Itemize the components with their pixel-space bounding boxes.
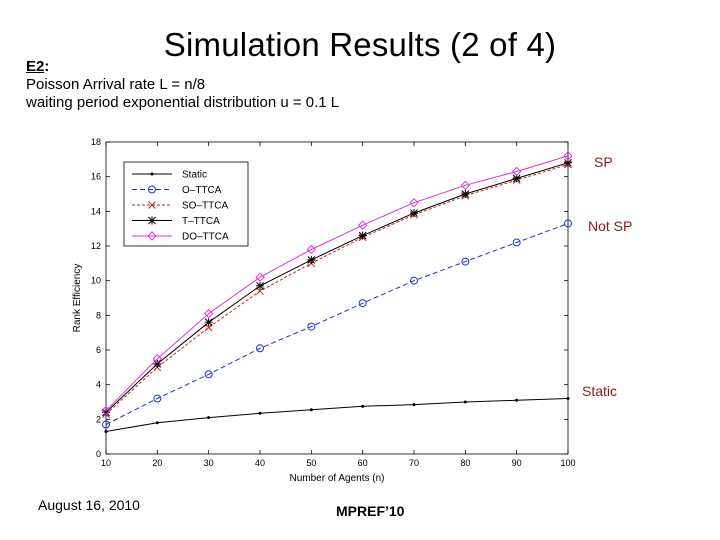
series-1-point <box>204 370 213 379</box>
slide-title: Simulation Results (2 of 4) <box>163 26 557 63</box>
legend-label: O–TTCA <box>182 185 222 196</box>
x-tick-label: 40 <box>255 458 265 468</box>
series-0-point <box>258 411 262 415</box>
arrival-rate-text: Poisson Arrival rate L = n/8 <box>26 76 206 93</box>
y-tick-label: 8 <box>96 310 101 320</box>
legend-label: T–TTCA <box>182 216 220 227</box>
experiment-heading: E2: <box>26 58 339 76</box>
series-1-point <box>256 344 264 353</box>
series-0-point <box>155 421 159 425</box>
experiment-label: E2 <box>26 58 45 75</box>
series-3-point <box>204 318 213 327</box>
series-3-point <box>102 408 110 417</box>
series-0-point <box>515 398 519 402</box>
y-tick-label: 14 <box>91 206 101 216</box>
x-tick-label: 30 <box>204 458 214 468</box>
series-4-point <box>511 166 522 177</box>
series-1-point <box>307 322 316 331</box>
series-3-point <box>256 281 264 290</box>
series-4-point <box>357 220 368 230</box>
series-0-point <box>309 408 313 412</box>
series-line-3 <box>105 162 569 413</box>
legend-marker-1 <box>148 185 156 194</box>
series-1-point <box>564 219 572 228</box>
series-line-2 <box>105 164 569 415</box>
legend-box <box>123 161 249 247</box>
series-1-point <box>102 420 110 429</box>
y-axis-label: Rank Efficiency <box>72 264 83 333</box>
series-line-4 <box>105 155 569 412</box>
footer-date: August 16, 2010 <box>38 497 140 513</box>
y-tick-label: 12 <box>91 241 101 251</box>
series-4-point <box>255 272 265 282</box>
series-4-point <box>409 197 419 208</box>
series-0-point <box>463 400 467 404</box>
series-1-point <box>512 238 521 247</box>
annotation-not-sp: Not SP <box>588 218 633 234</box>
legend-marker-2 <box>148 201 156 209</box>
y-tick-label: 4 <box>96 380 101 390</box>
y-tick-label: 16 <box>91 172 101 182</box>
legend-marker-4 <box>147 231 157 241</box>
series-3-point <box>358 231 367 240</box>
y-tick-label: 2 <box>96 414 101 424</box>
series-1-point <box>358 299 367 308</box>
series-0-point <box>412 403 416 407</box>
series-4-point <box>152 353 163 364</box>
x-tick-label: 20 <box>152 458 162 468</box>
series-4-point <box>460 180 471 191</box>
series-1-point <box>153 394 162 403</box>
series-3-point <box>564 158 572 167</box>
series-4-point <box>563 151 573 161</box>
x-tick-label: 90 <box>512 458 522 468</box>
series-line-0 <box>105 398 569 432</box>
series-3-point <box>410 209 418 218</box>
legend-label: SO–TTCA <box>182 201 228 212</box>
series-0-point <box>566 397 570 401</box>
annotation-sp: SP <box>594 154 613 170</box>
legend-label: Static <box>182 170 207 181</box>
series-3-point <box>461 190 470 198</box>
x-tick-label: 100 <box>560 458 575 468</box>
plot-frame <box>105 141 569 455</box>
waiting-period-text: waiting period exponential distribution … <box>26 94 340 111</box>
x-tick-label: 10 <box>101 458 111 468</box>
series-line-1 <box>105 223 569 425</box>
x-tick-label: 80 <box>460 458 470 468</box>
experiment-label-suffix: : <box>44 58 50 75</box>
series-3-point <box>307 255 316 264</box>
legend-label: DO–TTCA <box>182 232 229 243</box>
legend-marker-0 <box>150 172 154 176</box>
series-0-point <box>104 429 108 433</box>
series-4-point <box>101 405 111 416</box>
y-tick-label: 0 <box>96 449 101 459</box>
series-3-point <box>512 174 521 183</box>
series-0-point <box>361 404 365 408</box>
annotation-static: Static <box>582 383 618 399</box>
series-1-point <box>461 257 470 266</box>
series-4-point <box>306 244 317 255</box>
legend-marker-3 <box>148 216 156 225</box>
x-tick-label: 50 <box>306 458 316 468</box>
x-tick-label: 70 <box>409 458 419 468</box>
series-3-point <box>153 359 162 368</box>
experiment-description: E2: Poisson Arrival rate L = n/8 waiting… <box>26 58 339 112</box>
footer-conference: MPREF’10 <box>336 503 405 519</box>
x-axis-label: Number of Agents (n) <box>289 473 384 484</box>
y-tick-label: 6 <box>96 345 101 355</box>
series-0-point <box>207 416 211 420</box>
x-tick-label: 60 <box>358 458 368 468</box>
y-tick-label: 10 <box>91 276 101 286</box>
series-4-point <box>203 308 214 319</box>
series-1-point <box>410 276 418 285</box>
y-tick-label: 18 <box>91 137 101 147</box>
